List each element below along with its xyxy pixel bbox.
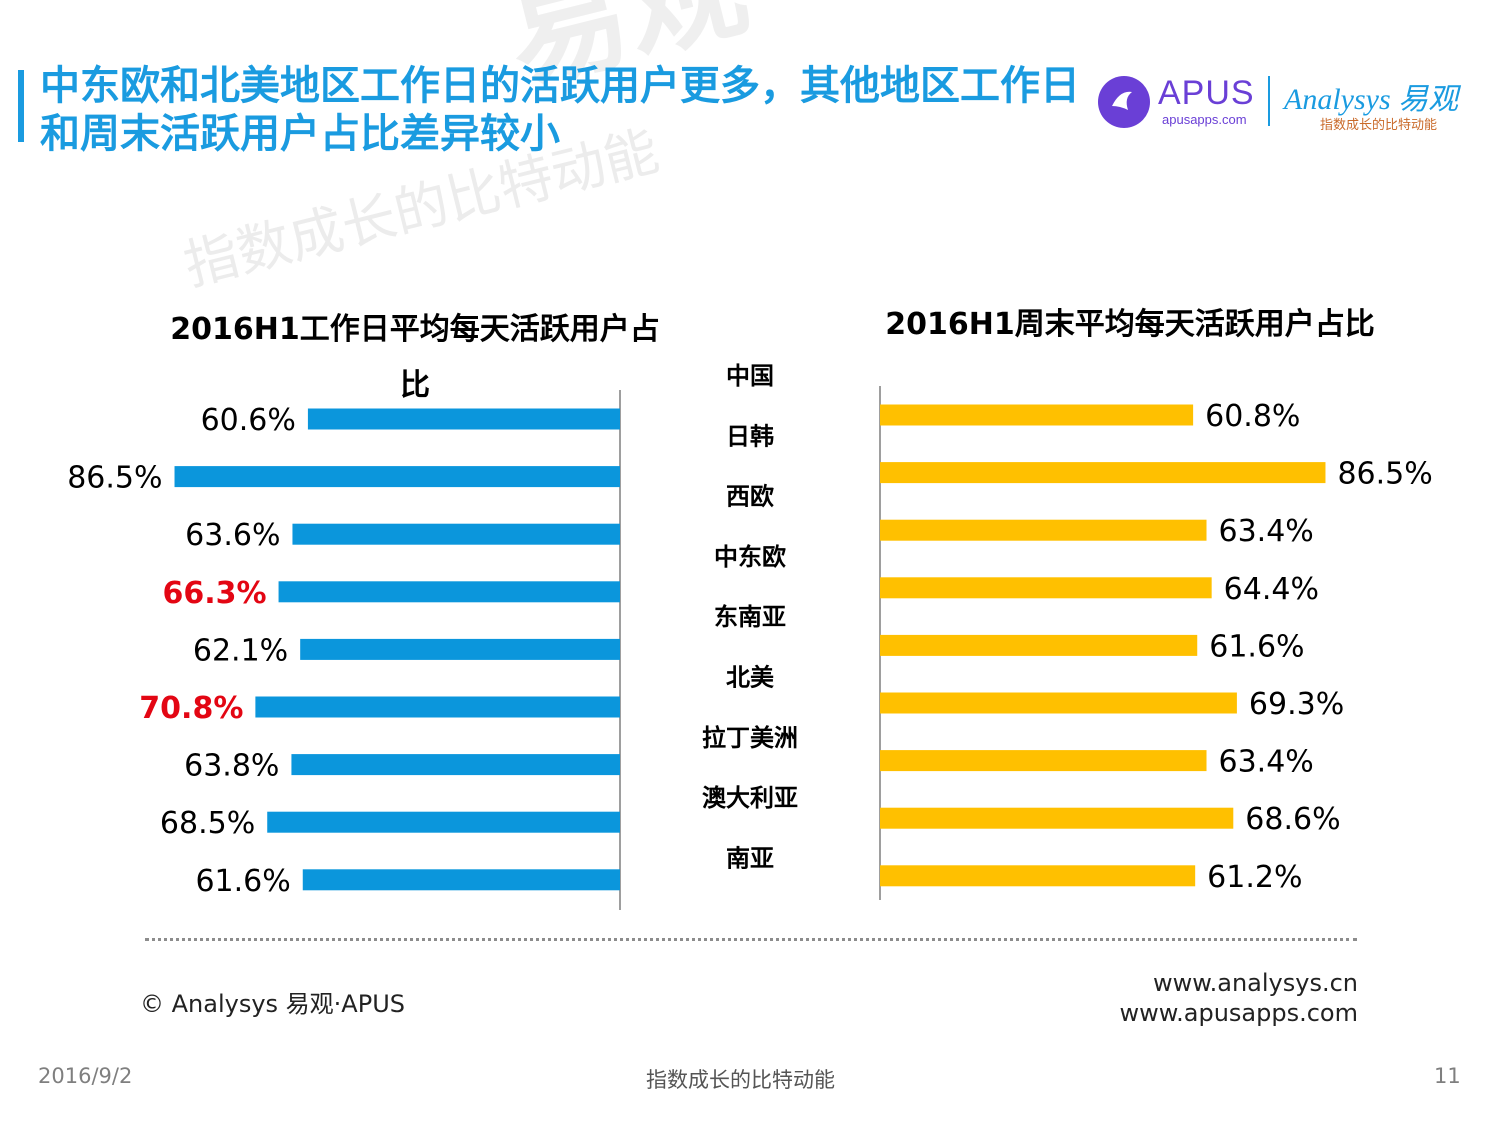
- workday-data-label: 61.6%: [195, 864, 290, 899]
- region-category-label: 中东欧: [714, 543, 786, 571]
- dotted-divider: [145, 938, 1357, 941]
- apus-logo-url: apusapps.com: [1162, 112, 1247, 127]
- region-category-label: 北美: [726, 664, 774, 692]
- footer-date: 2016/9/2: [38, 1064, 133, 1088]
- workday-data-label: 63.8%: [184, 749, 279, 784]
- weekend-bar: [880, 865, 1196, 887]
- logo-group: APUS apusapps.com Analysys 易观 指数成长的比特动能: [1098, 72, 1488, 133]
- workday-bar: [291, 754, 620, 776]
- workday-data-label: 63.6%: [185, 518, 280, 553]
- page-number: 11: [1434, 1064, 1461, 1088]
- region-category-label: 拉丁美洲: [702, 724, 798, 752]
- workday-chart-title: 2016H1工作日平均每天活跃用户占比: [170, 312, 660, 403]
- weekend-bar: [880, 750, 1207, 772]
- weekend-bar: [880, 462, 1326, 484]
- workday-data-label: 62.1%: [193, 633, 288, 668]
- weekend-chart-title: 2016H1周末平均每天活跃用户占比: [885, 307, 1375, 342]
- weekend-data-label: 63.4%: [1219, 514, 1314, 549]
- website-urls: www.analysys.cn www.apusapps.com: [1119, 968, 1358, 1028]
- region-category-label: 西欧: [726, 483, 774, 511]
- workday-data-label: 70.8%: [139, 691, 243, 726]
- weekend-bar: [880, 519, 1207, 541]
- weekend-bar: [880, 404, 1194, 426]
- region-category-label: 南亚: [726, 844, 774, 872]
- region-category-label: 日韩: [726, 422, 774, 450]
- region-category-label: 澳大利亚: [702, 784, 798, 812]
- title-accent-bar: [18, 70, 24, 142]
- workday-data-label: 66.3%: [162, 576, 266, 611]
- workday-bar: [307, 408, 620, 430]
- weekend-data-label: 63.4%: [1219, 745, 1314, 780]
- region-category-label: 东南亚: [714, 603, 786, 631]
- workday-bar: [267, 811, 620, 833]
- workday-data-label: 60.6%: [201, 403, 296, 438]
- weekend-data-label: 64.4%: [1224, 572, 1319, 607]
- workday-bar: [255, 696, 620, 718]
- workday-data-label: 68.5%: [160, 806, 255, 841]
- weekend-data-label: 86.5%: [1337, 457, 1432, 492]
- weekend-data-label: 60.8%: [1205, 399, 1300, 434]
- weekend-data-label: 68.6%: [1245, 802, 1340, 837]
- weekend-data-label: 69.3%: [1249, 687, 1344, 722]
- workday-bar: [302, 869, 620, 891]
- weekend-bar: [880, 577, 1212, 599]
- logo-divider: [1268, 76, 1270, 126]
- apus-logo-icon: [1098, 76, 1150, 128]
- apus-url[interactable]: www.apusapps.com: [1119, 999, 1358, 1027]
- apus-logo-text: APUS: [1158, 74, 1255, 112]
- analysys-url[interactable]: www.analysys.cn: [1152, 969, 1358, 997]
- weekend-bar: [880, 807, 1234, 829]
- weekend-data-label: 61.2%: [1207, 860, 1302, 895]
- workday-bar: [174, 466, 620, 488]
- weekend-bar: [880, 634, 1198, 656]
- copyright-text: © Analysys 易观·APUS: [140, 990, 405, 1018]
- footer-slogan: 指数成长的比特动能: [646, 1068, 835, 1092]
- workday-bar: [292, 523, 620, 545]
- region-category-label: 中国: [726, 362, 774, 390]
- workday-bar: [278, 581, 620, 603]
- weekend-data-label: 61.6%: [1209, 629, 1304, 664]
- workday-bar: [300, 638, 620, 660]
- workday-data-label: 86.5%: [67, 461, 162, 496]
- weekend-bar: [880, 692, 1237, 714]
- analysys-logo-text: Analysys 易观: [1284, 83, 1459, 116]
- page-title: 中东欧和北美地区工作日的活跃用户更多，其他地区工作日和周末活跃用户占比差异较小: [40, 63, 1080, 157]
- analysys-logo-slogan: 指数成长的比特动能: [1320, 118, 1438, 133]
